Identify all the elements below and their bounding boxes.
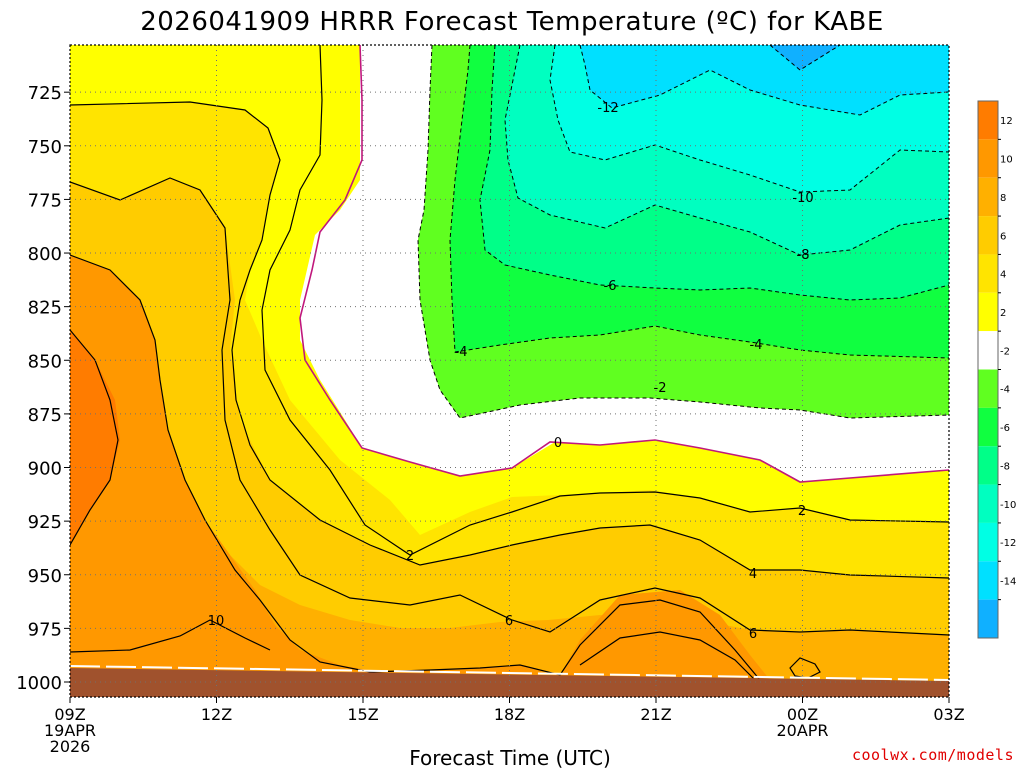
contour-label: 2	[406, 549, 414, 564]
y-tick-label: 900	[28, 459, 62, 480]
colorbar-swatch	[978, 292, 998, 332]
fill-minus14-band	[770, 45, 840, 70]
colorbar-label: 10	[1000, 155, 1013, 166]
contour-label: -2	[654, 381, 667, 396]
contour-label: -12	[597, 101, 618, 116]
contour-label: 6	[505, 614, 513, 629]
contour-line-m4	[449, 45, 949, 359]
y-tick-label: 1000	[16, 673, 62, 694]
contour-line-10b	[579, 631, 756, 681]
y-tick-label: 950	[28, 566, 62, 587]
colorbar: 12 10 8 6 4 2 -2 -4 -6 -8 -10 -12 -14	[977, 100, 1016, 639]
colorbar-label: 6	[1000, 231, 1006, 242]
colorbar-label: -12	[1000, 538, 1016, 549]
x-tick-label: 21Z	[640, 705, 671, 724]
x-tick-label: 03Z	[933, 705, 964, 724]
y-tick-label: 750	[28, 137, 62, 158]
colorbar-swatch	[978, 446, 998, 485]
colorbar-label: -8	[1000, 461, 1010, 472]
contour-line-m12	[579, 45, 949, 116]
y-tick-label: 800	[28, 244, 62, 265]
colorbar-label: 4	[1000, 270, 1006, 281]
colorbar-swatch	[978, 599, 998, 638]
y-tick-label: 725	[28, 83, 62, 104]
contour-label: 10	[208, 614, 225, 629]
x-tick-label: 12Z	[201, 705, 232, 724]
fill-12-core	[70, 330, 120, 545]
y-tick-label: 875	[28, 405, 62, 426]
contour-label: 6	[749, 627, 757, 642]
colorbar-label: -4	[1000, 385, 1010, 396]
ground-surface	[70, 668, 949, 697]
contour-line-10c	[789, 657, 821, 679]
contour-label: -4	[455, 345, 468, 360]
x-tick-sublabel: 19APR	[44, 721, 96, 740]
y-tick-label: 975	[28, 619, 62, 640]
contour-line-8	[70, 254, 761, 681]
contour-labels: -12 -10 -8 -6 -4 -4 -2 0 2 2 4 6 6 10	[208, 101, 814, 642]
colorbar-label: -6	[1000, 423, 1010, 434]
plot-area	[70, 45, 949, 697]
x-tick-label: 15Z	[347, 705, 378, 724]
contour-line-m14	[769, 45, 841, 71]
colorbar-swatch	[978, 101, 998, 140]
colorbar-swatch	[978, 254, 998, 293]
x-tick-label: 18Z	[494, 705, 525, 724]
y-tick-label: 825	[28, 298, 62, 319]
y-axis: 725 750 775 800 825 850 875 900 925 950 975 1000	[16, 83, 70, 694]
colorbar-label: -2	[1000, 346, 1010, 357]
contour-line-m6	[479, 45, 949, 301]
fill-10-bump	[565, 632, 760, 682]
contour-label: -4	[750, 338, 763, 353]
contour-label: -6	[604, 279, 617, 294]
fill-10-inner	[70, 255, 270, 655]
plot-frame	[69, 44, 950, 698]
contour-label: 0	[554, 436, 562, 451]
contour-label: -10	[792, 191, 813, 206]
contour-label: 2	[798, 504, 806, 519]
grid-lines	[70, 45, 949, 697]
colorbar-swatch	[978, 522, 998, 562]
credit-text: coolwx.com/models	[852, 746, 1014, 764]
x-tick-label: 09Z	[54, 705, 85, 724]
x-axis-label: Forecast Time (UTC)	[409, 746, 611, 768]
x-tick-label: 00Z	[787, 705, 818, 724]
colorbar-swatch	[978, 216, 998, 255]
colorbar-swatch	[978, 331, 998, 370]
colorbar-label: 12	[1000, 116, 1013, 127]
colorbar-swatch	[978, 177, 998, 217]
colorbar-swatch	[978, 561, 998, 600]
colorbar-label: -14	[1000, 576, 1016, 587]
chart-title: 2026041909 HRRR Forecast Temperature (ºC…	[140, 7, 884, 37]
y-tick-label: 850	[28, 351, 62, 372]
contour-line-m8	[504, 45, 949, 256]
colorbar-swatch	[978, 407, 998, 447]
fill-10-band	[70, 255, 949, 697]
x-tick-sublabel: 2026	[50, 737, 91, 756]
contour-line-4	[70, 101, 949, 579]
y-tick-label: 925	[28, 512, 62, 533]
colorbar-label: 2	[1000, 308, 1006, 319]
contour-label: 4	[749, 567, 757, 582]
colorbar-label: 8	[1000, 193, 1006, 204]
y-tick-label: 775	[28, 190, 62, 211]
fill-6-band	[70, 178, 949, 697]
fill-minus12-band	[580, 45, 949, 115]
contour-line-0	[299, 45, 949, 483]
colorbar-label: -10	[1000, 500, 1016, 511]
x-tick-sublabel: 20APR	[776, 721, 828, 740]
colorbar-swatch	[978, 139, 998, 178]
colorbar-swatch	[978, 484, 998, 523]
ground-edge	[70, 665, 949, 681]
contour-label: -8	[797, 248, 810, 263]
colorbar-swatch	[978, 369, 998, 408]
fill-zero-band	[300, 45, 949, 482]
contour-line-2	[261, 45, 949, 556]
